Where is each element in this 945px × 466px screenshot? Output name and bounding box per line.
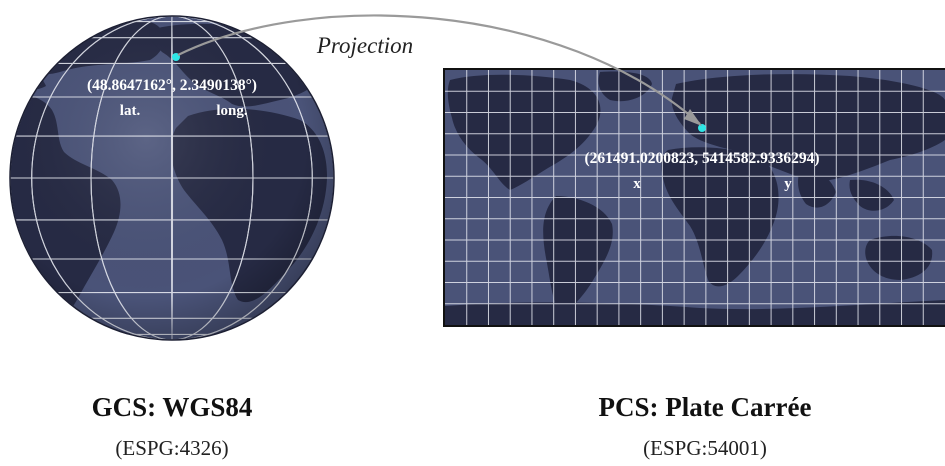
- pcs-title: PCS: Plate Carrée: [598, 392, 812, 422]
- projection-label: Projection: [316, 33, 413, 58]
- pcs-coordinate-text: (261491.0200823, 5414582.9336294): [584, 150, 819, 167]
- globe: [9, 15, 335, 341]
- gcs-lat-label: lat.: [120, 103, 141, 119]
- pcs-x-label: x: [633, 176, 641, 192]
- projection-arrow: [177, 14, 701, 125]
- pcs-y-label: y: [784, 176, 792, 192]
- paris-marker-map: [698, 124, 706, 132]
- map-graticule: [445, 70, 945, 325]
- pcs-subtitle: (ESPG:54001): [643, 436, 767, 460]
- projection-arrowhead: [684, 109, 702, 126]
- gcs-title: GCS: WGS84: [91, 392, 253, 422]
- plate-carree-map: [443, 68, 945, 327]
- gcs-coordinate-text: (48.8647162°, 2.3490138°): [87, 77, 257, 94]
- gcs-long-label: long.: [216, 103, 248, 119]
- gcs-subtitle: (ESPG:4326): [115, 436, 229, 460]
